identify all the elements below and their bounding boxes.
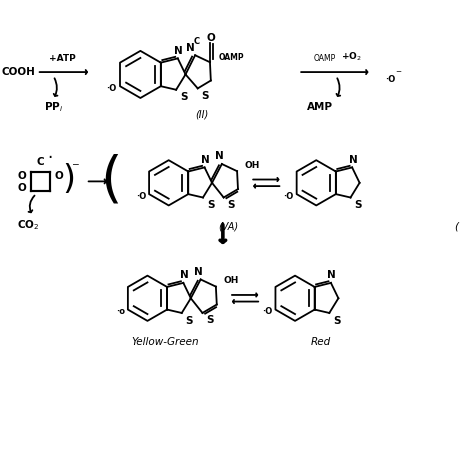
- Text: ·o: ·o: [116, 307, 125, 316]
- Text: (: (: [454, 222, 458, 232]
- Text: +ATP: +ATP: [49, 54, 76, 63]
- Text: N: N: [186, 43, 195, 53]
- Text: PP$_i$: PP$_i$: [44, 100, 63, 114]
- Text: Red: Red: [311, 337, 331, 347]
- Text: ): ): [62, 163, 75, 196]
- Text: ·O: ·O: [283, 191, 294, 201]
- Text: S: S: [228, 200, 235, 210]
- Text: N: N: [194, 267, 203, 277]
- Text: S: S: [207, 200, 214, 210]
- Text: (: (: [100, 154, 121, 208]
- Text: S: S: [333, 316, 341, 326]
- Text: S: S: [206, 316, 214, 326]
- Text: C: C: [36, 157, 44, 167]
- Text: ·O: ·O: [385, 74, 396, 83]
- Text: N: N: [349, 155, 357, 165]
- Text: ·O: ·O: [263, 307, 273, 316]
- Text: Yellow-Green: Yellow-Green: [132, 337, 199, 347]
- Text: ·: ·: [47, 149, 53, 167]
- Text: $^-$: $^-$: [70, 161, 80, 174]
- Text: OH: OH: [245, 161, 260, 170]
- Text: N: N: [174, 46, 183, 56]
- Text: AMP: AMP: [307, 102, 332, 112]
- Text: O: O: [18, 183, 27, 193]
- Text: OAMP: OAMP: [313, 54, 336, 63]
- Text: O: O: [207, 33, 216, 43]
- Text: N: N: [215, 152, 224, 162]
- Text: O: O: [18, 172, 27, 182]
- Text: OAMP: OAMP: [219, 53, 244, 62]
- Text: S: S: [180, 92, 187, 102]
- Text: S: S: [355, 200, 362, 210]
- Text: N: N: [180, 270, 189, 280]
- Text: ·O: ·O: [136, 191, 146, 201]
- Text: +O$_2$: +O$_2$: [341, 50, 361, 63]
- Text: S: S: [201, 91, 209, 101]
- Text: $^-$: $^-$: [394, 69, 402, 80]
- Text: (II): (II): [195, 109, 209, 119]
- Text: N: N: [328, 270, 336, 280]
- Text: CO$_2$: CO$_2$: [17, 219, 39, 232]
- Text: N: N: [201, 155, 210, 165]
- Text: O: O: [55, 172, 63, 182]
- Text: ·O: ·O: [107, 84, 117, 93]
- Text: COOH: COOH: [1, 67, 35, 77]
- Text: C: C: [194, 37, 200, 46]
- Text: S: S: [185, 316, 193, 326]
- Text: (VA): (VA): [219, 222, 238, 232]
- Text: OH: OH: [223, 276, 238, 285]
